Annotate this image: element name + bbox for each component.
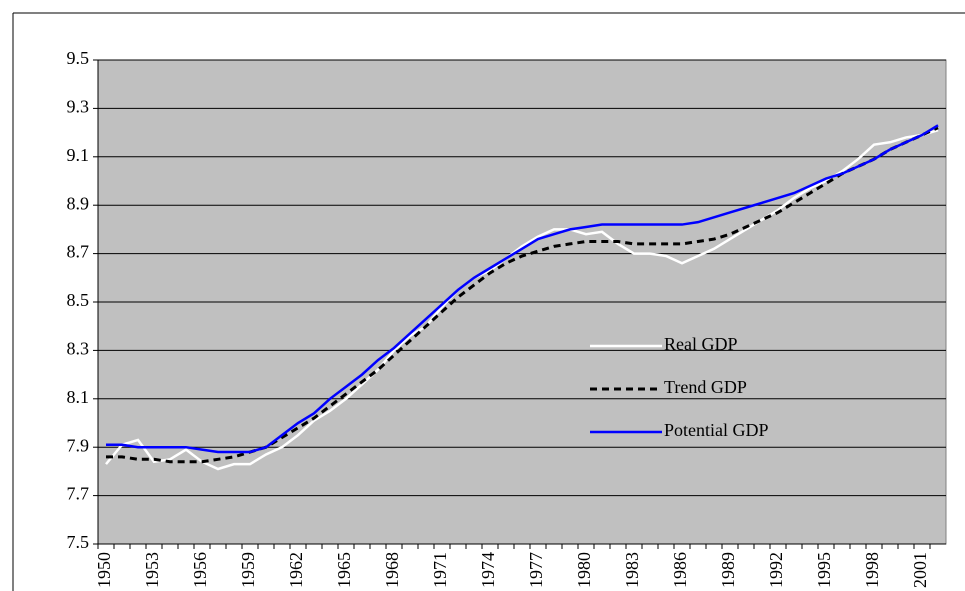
y-tick-label: 7.5 xyxy=(67,532,90,552)
x-tick-label: 1983 xyxy=(622,552,642,588)
series-line xyxy=(106,126,939,464)
x-tick-label: 1998 xyxy=(862,552,882,588)
y-tick-label: 8.3 xyxy=(67,339,90,359)
y-tick-label: 7.7 xyxy=(67,484,90,504)
y-tick-label: 8.7 xyxy=(67,242,90,262)
y-tick-label: 8.5 xyxy=(67,290,90,310)
x-tick-label: 1980 xyxy=(574,552,594,588)
y-tick-label: 9.5 xyxy=(67,48,90,68)
x-tick-label: 1989 xyxy=(718,552,738,588)
y-tick-label: 9.1 xyxy=(67,145,90,165)
x-tick-label: 1977 xyxy=(526,552,546,588)
x-tick-label: 1953 xyxy=(142,552,162,588)
legend-label: Real GDP xyxy=(664,334,738,354)
series-line xyxy=(105,128,939,471)
x-tick-label: 2001 xyxy=(910,552,930,588)
x-tick-label: 1986 xyxy=(670,552,690,588)
x-tick-label: 1959 xyxy=(238,552,258,588)
legend-label: Potential GDP xyxy=(664,420,769,440)
x-tick-label: 1962 xyxy=(286,552,306,588)
x-tick-label: 1971 xyxy=(430,552,450,588)
x-tick-label: 1956 xyxy=(190,552,210,588)
series-line xyxy=(106,124,939,454)
y-tick-label: 8.1 xyxy=(67,387,90,407)
x-tick-label: 1965 xyxy=(334,552,354,588)
x-tick-label: 1992 xyxy=(766,552,786,588)
legend-label: Trend GDP xyxy=(664,377,747,397)
x-tick-label: 1995 xyxy=(814,552,834,588)
y-tick-label: 7.9 xyxy=(67,435,90,455)
x-tick-label: 1950 xyxy=(94,552,114,588)
x-tick-label: 1968 xyxy=(382,552,402,588)
y-tick-label: 9.3 xyxy=(67,97,90,117)
x-tick-label: 1974 xyxy=(478,552,498,588)
y-tick-label: 8.9 xyxy=(67,193,90,213)
